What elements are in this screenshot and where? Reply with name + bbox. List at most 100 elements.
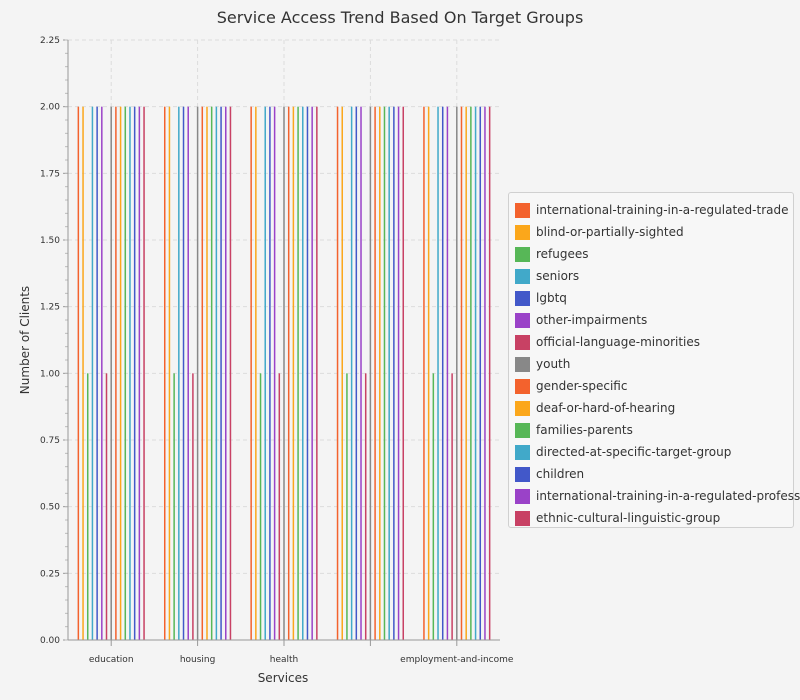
bar <box>273 106 276 640</box>
bar <box>168 106 171 640</box>
bar <box>423 106 425 640</box>
bar <box>437 106 439 640</box>
bar <box>316 106 318 640</box>
bar <box>306 106 309 640</box>
bar <box>393 106 395 640</box>
bar <box>259 373 262 640</box>
x-tick-label: education <box>89 655 134 665</box>
bar <box>178 106 180 640</box>
legend-swatch <box>515 334 530 350</box>
bar <box>465 106 467 640</box>
y-tick-label: 0.75 <box>40 436 60 446</box>
bar <box>432 373 435 640</box>
bar <box>196 106 199 640</box>
bar <box>129 106 131 640</box>
x-axis-label: Services <box>258 671 309 685</box>
bar <box>255 106 257 640</box>
bar <box>341 106 343 640</box>
bar <box>488 106 491 640</box>
bar <box>201 106 204 640</box>
y-tick-label: 1.50 <box>40 236 60 246</box>
legend-item: international-training-in-a-regulated-tr… <box>515 199 793 221</box>
bar <box>311 106 313 640</box>
legend-item: families-parents <box>515 419 793 441</box>
bar <box>379 106 381 640</box>
legend-swatch <box>515 224 530 240</box>
legend-swatch <box>515 202 530 218</box>
bar <box>225 106 227 640</box>
legend-label: lgbtq <box>536 291 567 305</box>
y-tick-label: 1.75 <box>40 169 60 179</box>
legend-item: gender-specific <box>515 375 793 397</box>
x-tick-label: employment-and-income <box>400 655 514 665</box>
bar <box>182 106 185 640</box>
bar <box>269 106 271 640</box>
legend-swatch <box>515 444 530 460</box>
y-tick-label: 0.25 <box>40 569 60 579</box>
bar <box>479 106 482 640</box>
bar <box>210 106 213 640</box>
bar <box>187 106 189 640</box>
bar <box>105 373 108 640</box>
legend-item: blind-or-partially-sighted <box>515 221 793 243</box>
bar <box>388 106 390 640</box>
bar <box>192 373 194 640</box>
bar <box>364 373 367 640</box>
legend-label: gender-specific <box>536 379 628 393</box>
bar <box>346 373 348 640</box>
bar <box>138 106 141 640</box>
bar <box>336 106 339 640</box>
legend-swatch <box>515 268 530 284</box>
bar <box>374 106 376 640</box>
bar <box>369 106 372 640</box>
bar <box>82 106 84 640</box>
bar <box>297 106 299 640</box>
bar <box>124 106 127 640</box>
bar <box>143 106 145 640</box>
bar <box>292 106 295 640</box>
y-tick-label: 1.25 <box>40 303 60 313</box>
bar <box>287 106 290 640</box>
bar <box>441 106 444 640</box>
bar <box>470 106 472 640</box>
bar <box>220 106 222 640</box>
bar <box>397 106 400 640</box>
legend-label: directed-at-specific-target-group <box>536 445 732 459</box>
bar <box>474 106 477 640</box>
bar <box>451 373 453 640</box>
bar <box>350 106 353 640</box>
legend-swatch <box>515 312 530 328</box>
bar <box>86 373 89 640</box>
legend-item: official-language-minorities <box>515 331 793 353</box>
legend-swatch <box>515 356 530 372</box>
bar <box>110 106 112 640</box>
bar <box>206 106 208 640</box>
y-tick-label: 2.00 <box>40 103 60 113</box>
y-tick-label: 0.50 <box>40 503 60 513</box>
bar <box>402 106 405 640</box>
bar <box>215 106 218 640</box>
legend-swatch <box>515 378 530 394</box>
legend-swatch <box>515 246 530 262</box>
y-tick-label: 1.00 <box>40 369 60 379</box>
y-tick-label: 0.00 <box>40 636 60 646</box>
bar <box>355 106 358 640</box>
legend-swatch <box>515 510 530 526</box>
bar <box>456 106 458 640</box>
legend-item: lgbtq <box>515 287 793 309</box>
x-tick-label: health <box>270 655 299 665</box>
legend-label: youth <box>536 357 571 371</box>
bar <box>96 106 98 640</box>
bar <box>278 373 281 640</box>
legend-swatch <box>515 422 530 438</box>
legend-item: directed-at-specific-target-group <box>515 441 793 463</box>
bar <box>446 106 449 640</box>
y-tick-label: 2.25 <box>40 36 60 46</box>
bar <box>91 106 94 640</box>
chart-title: Service Access Trend Based On Target Gro… <box>217 8 584 27</box>
legend: international-training-in-a-regulated-tr… <box>508 192 800 528</box>
x-tick-label: housing <box>180 655 216 665</box>
legend-label: families-parents <box>536 423 633 437</box>
legend-swatch <box>515 488 530 504</box>
